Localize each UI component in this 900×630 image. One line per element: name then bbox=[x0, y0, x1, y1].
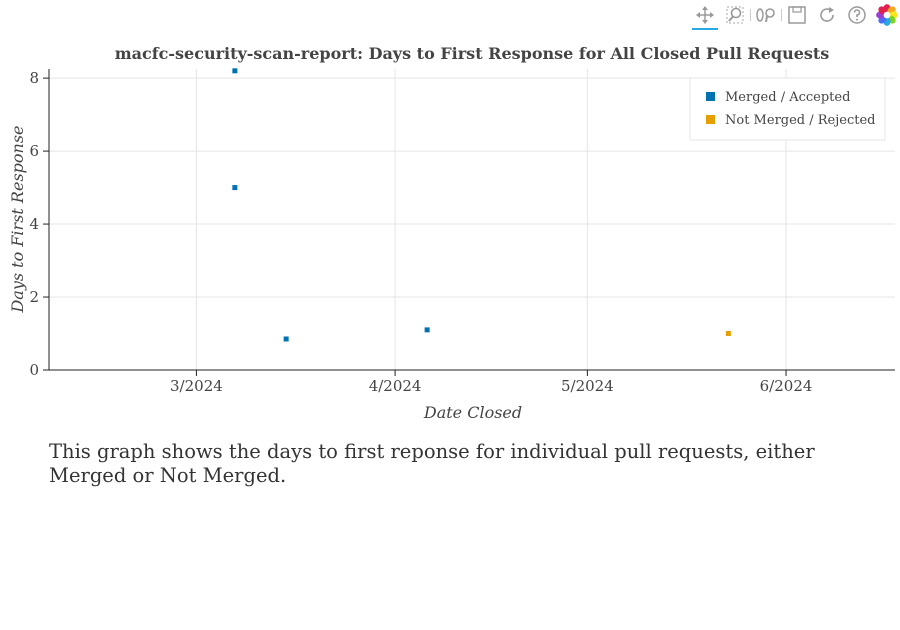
box-zoom-tool-button[interactable] bbox=[722, 2, 748, 28]
pan-tool-button[interactable] bbox=[692, 2, 718, 30]
legend-swatch-not-merged bbox=[706, 115, 715, 124]
x-tick-label: 5/2024 bbox=[561, 377, 614, 395]
data-point bbox=[232, 185, 238, 191]
wheel-zoom-icon bbox=[756, 8, 775, 23]
x-tick-label: 4/2024 bbox=[369, 377, 422, 395]
y-tick-label: 0 bbox=[29, 361, 39, 379]
legend-box bbox=[689, 77, 886, 141]
y-tick-label: 8 bbox=[29, 69, 39, 87]
box-zoom-icon bbox=[726, 6, 744, 24]
toolbar-separator bbox=[750, 9, 751, 21]
pan-icon bbox=[696, 6, 714, 24]
y-tick-label: 2 bbox=[29, 288, 39, 306]
chart: 3/2024 4/2024 5/2024 6/2024 0 2 4 6 8 macfc-sec… bbox=[8, 44, 895, 422]
data-point bbox=[725, 331, 731, 337]
x-tick-label: 6/2024 bbox=[760, 377, 813, 395]
save-tool-button[interactable] bbox=[784, 2, 810, 28]
chart-toolbar bbox=[690, 0, 900, 32]
data-point bbox=[424, 327, 430, 333]
legend-label-merged: Merged / Accepted bbox=[725, 90, 850, 105]
legend-swatch-merged bbox=[706, 92, 715, 101]
chart-title: macfc-security-scan-report: Days to Firs… bbox=[115, 44, 830, 63]
data-point bbox=[283, 336, 289, 342]
x-axis-label: Date Closed bbox=[423, 403, 522, 422]
data-points bbox=[232, 68, 731, 342]
legend: Merged / Accepted Not Merged / Rejected bbox=[689, 77, 886, 141]
wheel-zoom-tool-button[interactable] bbox=[753, 2, 779, 28]
help-icon bbox=[848, 6, 866, 24]
reset-icon bbox=[820, 7, 834, 22]
y-tick-label: 6 bbox=[29, 142, 39, 160]
x-tick-label: 3/2024 bbox=[170, 377, 223, 395]
toolbar-separator bbox=[781, 9, 782, 21]
help-tool-button[interactable] bbox=[844, 2, 870, 28]
y-tick-label: 4 bbox=[29, 215, 39, 233]
data-point bbox=[232, 68, 238, 74]
save-icon bbox=[788, 6, 806, 24]
reset-tool-button[interactable] bbox=[814, 2, 840, 28]
bokeh-logo-icon bbox=[876, 4, 898, 26]
legend-label-not-merged: Not Merged / Rejected bbox=[725, 113, 875, 128]
y-axis-label: Days to First Response bbox=[8, 125, 27, 313]
chart-caption: This graph shows the days to first repon… bbox=[49, 440, 815, 487]
x-axis-ticks: 3/2024 4/2024 5/2024 6/2024 bbox=[170, 370, 812, 395]
y-axis-ticks: 0 2 4 6 8 bbox=[29, 69, 49, 379]
bokeh-logo-link[interactable] bbox=[874, 2, 900, 28]
